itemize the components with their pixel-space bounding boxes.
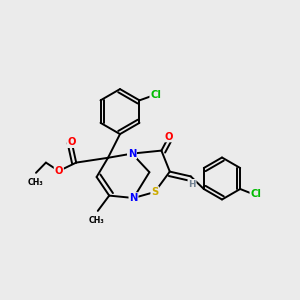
Text: Cl: Cl [150, 90, 161, 100]
Text: Cl: Cl [250, 189, 261, 200]
Text: S: S [151, 187, 158, 197]
Text: O: O [165, 131, 173, 142]
Text: CH₃: CH₃ [89, 216, 104, 225]
Text: N: N [129, 193, 138, 203]
Text: H: H [188, 180, 196, 189]
Text: O: O [68, 137, 76, 147]
Text: O: O [55, 166, 63, 176]
Text: CH₃: CH₃ [28, 178, 44, 187]
Text: N: N [128, 148, 136, 159]
